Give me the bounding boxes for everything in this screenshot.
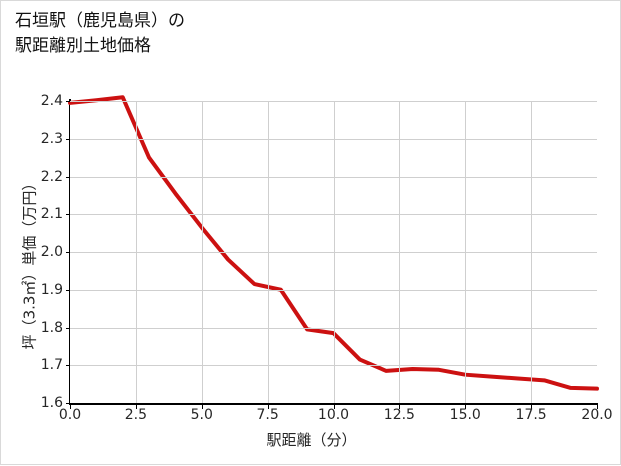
y-axis-tick [66, 365, 70, 367]
x-tick-label: 15.0 [449, 407, 481, 423]
gridline-vertical [201, 101, 203, 403]
plot-area [68, 95, 599, 403]
y-tick-label: 1.8 [40, 319, 63, 336]
x-axis-title: 駅距離（分） [266, 431, 357, 449]
y-axis-tick [66, 138, 70, 140]
x-tick-label: 20.0 [581, 407, 613, 423]
x-tick-label: 0.0 [58, 407, 82, 423]
x-axis-tick [201, 405, 203, 409]
gridline-vertical [531, 101, 533, 403]
x-axis-tick [70, 405, 71, 409]
gridline-vertical [333, 101, 335, 403]
chart-title: 石垣駅（鹿児島県）の 駅距離別土地価格 [15, 11, 185, 56]
y-axis-tick [66, 289, 70, 291]
y-tick-label: 2.2 [40, 168, 63, 185]
gridline-vertical [465, 101, 467, 403]
x-axis-tick [465, 405, 467, 409]
y-axis-tick [66, 403, 70, 404]
y-tick-label: 2.0 [40, 244, 63, 260]
x-tick-label: 12.5 [383, 407, 415, 423]
x-tick-label: 17.5 [515, 407, 547, 423]
y-tick-label: 2.4 [40, 93, 63, 109]
y-tick-label-group: 1.6 1.7 1.8 1.9 2.0 2.1 2.2 2.3 2.4 [1, 1, 63, 466]
y-axis-title: 坪（3.3㎡）単価（万円） [20, 175, 39, 350]
gridline-vertical [399, 101, 401, 403]
x-tick-label: 10.0 [317, 407, 350, 423]
y-axis-tick [66, 176, 70, 178]
x-axis-tick [399, 405, 401, 409]
x-axis-tick [267, 405, 269, 409]
y-tick-label: 1.9 [40, 281, 63, 298]
x-tick-label: 7.5 [256, 407, 279, 423]
x-tick-label: 2.5 [124, 407, 148, 423]
y-axis-tick [66, 327, 70, 329]
y-axis-tick [66, 101, 70, 102]
x-axis-tick [333, 405, 335, 409]
x-axis-tick [597, 405, 598, 409]
gridline-vertical [135, 101, 137, 403]
y-tick-label: 2.1 [40, 206, 63, 223]
y-axis-tick [66, 252, 70, 253]
y-tick-label: 1.7 [40, 357, 63, 374]
y-axis-tick [66, 214, 70, 216]
x-axis-spine [69, 403, 598, 405]
y-tick-label: 1.6 [40, 395, 63, 411]
gridline-vertical [267, 101, 269, 403]
x-axis-tick [531, 405, 533, 409]
y-tick-label: 2.3 [40, 130, 63, 147]
x-tick-label: 5.0 [190, 407, 213, 423]
x-axis-tick [135, 405, 137, 409]
